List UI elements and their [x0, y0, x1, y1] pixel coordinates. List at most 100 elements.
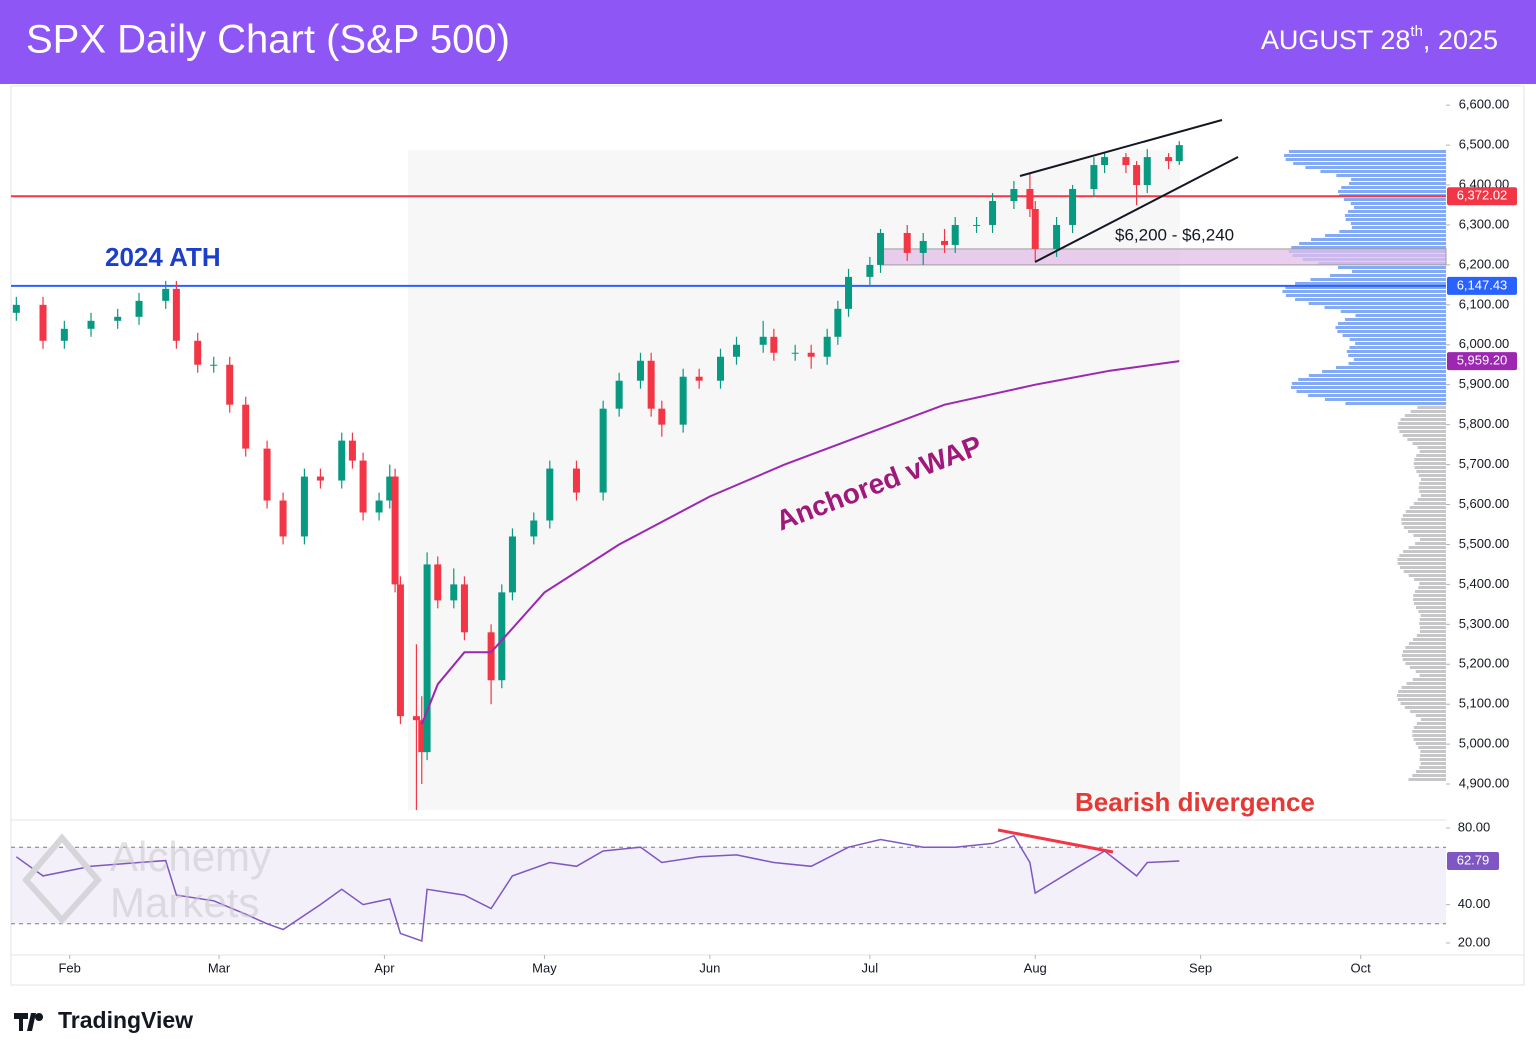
profile-bar: [1415, 542, 1446, 545]
profile-bar: [1338, 190, 1446, 193]
profile-bar: [1308, 302, 1446, 305]
footer-brand: TradingView: [58, 1007, 193, 1033]
profile-bar: [1298, 378, 1446, 381]
date-sup: th: [1410, 23, 1423, 40]
candle-body: [359, 460, 367, 513]
candle-body: [487, 632, 495, 681]
candle-body: [973, 224, 981, 226]
candle-body: [1031, 208, 1039, 249]
profile-bar: [1299, 242, 1446, 245]
profile-bar: [1403, 570, 1446, 573]
profile-bar: [1415, 590, 1446, 593]
candle-body: [733, 344, 741, 357]
profile-bar: [1420, 538, 1446, 541]
y-tick-label: 6,200.00: [1459, 256, 1510, 271]
x-tick-label: Jul: [862, 960, 879, 975]
rsi-tag: [1447, 851, 1499, 870]
candle-body: [1010, 189, 1018, 202]
candle-body: [391, 476, 399, 585]
candle-body: [338, 440, 346, 481]
profile-bar: [1403, 550, 1446, 553]
profile-bar: [1413, 726, 1446, 729]
profile-bar: [1398, 422, 1446, 425]
candle-body: [348, 440, 356, 461]
profile-bar: [1345, 218, 1446, 221]
profile-bar: [1311, 238, 1446, 241]
profile-bar: [1416, 470, 1446, 473]
profile-bar: [1348, 362, 1446, 365]
profile-bar: [1335, 326, 1446, 329]
date-tail: , 2025: [1423, 25, 1498, 55]
profile-bar: [1337, 322, 1446, 325]
profile-bar: [1343, 198, 1446, 201]
candle-body: [87, 320, 95, 329]
candle-body: [1165, 157, 1173, 162]
profile-bar: [1404, 706, 1446, 709]
profile-bar: [1413, 738, 1446, 741]
y-tick-label: 5,800.00: [1459, 416, 1510, 431]
y-tick-label: 5,500.00: [1459, 536, 1510, 551]
profile-bar: [1351, 226, 1446, 229]
profile-bar: [1405, 510, 1446, 513]
profile-bar: [1339, 230, 1446, 233]
level-tag: [1447, 187, 1517, 206]
candle-body: [866, 264, 874, 277]
candle-body: [951, 224, 959, 245]
candle-body: [60, 328, 68, 341]
profile-bar: [1413, 598, 1446, 601]
profile-bar: [1353, 358, 1446, 361]
candle-body: [636, 360, 644, 381]
profile-bar: [1419, 758, 1446, 761]
rsi-tag-label: 62.79: [1457, 852, 1490, 867]
candle-body: [450, 584, 458, 601]
profile-bar: [1401, 518, 1446, 521]
profile-bar: [1400, 702, 1446, 705]
profile-bar: [1350, 202, 1446, 205]
profile-bar: [1396, 694, 1446, 697]
profile-bar: [1416, 634, 1446, 637]
profile-bar: [1349, 182, 1446, 185]
profile-bar: [1398, 690, 1446, 693]
profile-bar: [1408, 642, 1446, 645]
candle-body: [263, 448, 271, 501]
y-tick-label: 5,700.00: [1459, 456, 1510, 471]
profile-bar: [1399, 554, 1446, 557]
candle-body: [508, 536, 516, 593]
candle-body: [572, 468, 580, 493]
y-tick-label: 5,300.00: [1459, 616, 1510, 631]
candle-body: [162, 288, 170, 301]
profile-bar: [1397, 558, 1446, 561]
header-bar: [0, 0, 1536, 84]
profile-bar: [1402, 658, 1446, 661]
candle-body: [210, 364, 218, 366]
profile-bar: [1417, 406, 1446, 409]
profile-bar: [1407, 530, 1446, 533]
y-tick-label: 6,600.00: [1459, 97, 1510, 112]
profile-bar: [1405, 662, 1446, 665]
candle-body: [386, 476, 394, 501]
y-tick-label: 4,900.00: [1459, 775, 1510, 790]
candle-body: [279, 500, 287, 537]
profile-bar: [1284, 154, 1446, 157]
candle-body: [791, 352, 799, 354]
profile-bar: [1403, 526, 1446, 529]
profile-bar: [1348, 354, 1446, 357]
price-pane: 4,900.00 5,000.00 5,100.00 5,200.00 5,300.00…: [11, 97, 1517, 975]
profile-bar: [1348, 210, 1446, 213]
profile-bar: [1349, 338, 1446, 341]
candle-body: [300, 476, 308, 537]
profile-bar: [1413, 594, 1446, 597]
candle-body: [316, 476, 324, 481]
profile-bar: [1414, 466, 1446, 469]
profile-bar: [1350, 222, 1446, 225]
x-tick-label: Feb: [58, 960, 80, 975]
profile-bar: [1401, 686, 1446, 689]
candle-body: [823, 336, 831, 357]
profile-bar: [1308, 374, 1446, 377]
x-tick-label: Aug: [1024, 960, 1047, 975]
header-title: SPX Daily Chart (S&P 500): [26, 18, 510, 62]
profile-bar: [1415, 670, 1446, 673]
candle-body: [679, 376, 687, 425]
rsi-tick-label: 80.00: [1458, 819, 1491, 834]
